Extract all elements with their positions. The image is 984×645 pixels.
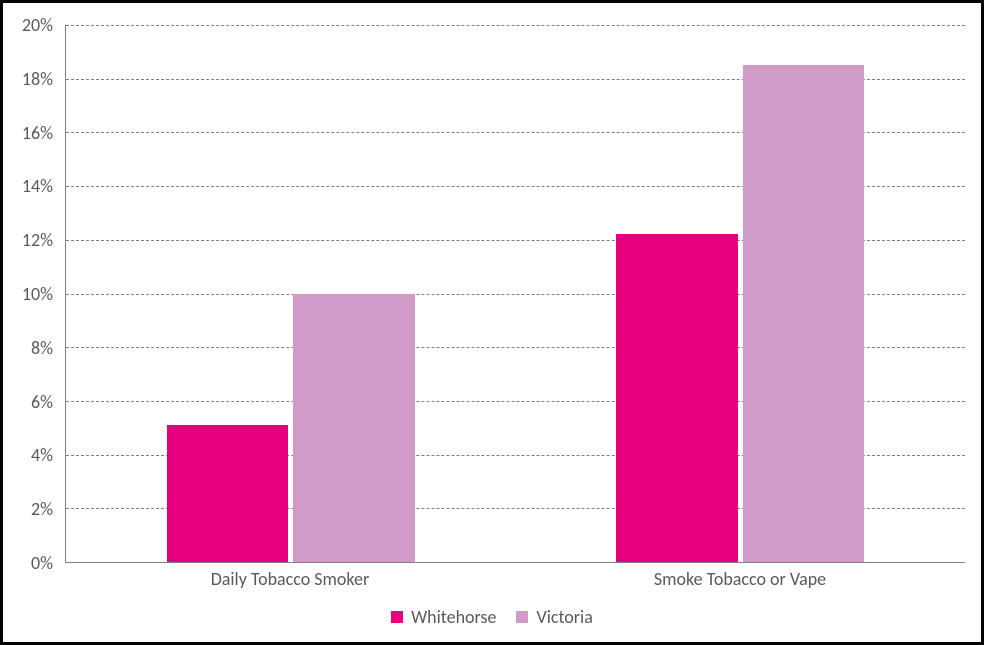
bar [616, 234, 737, 562]
legend-swatch [391, 611, 403, 623]
y-tick-label: 8% [31, 337, 53, 359]
legend: Whitehorse Victoria [3, 606, 981, 628]
bar [167, 425, 288, 562]
x-tick-label: Smoke Tobacco or Vape [654, 568, 826, 590]
y-tick-label: 12% [22, 229, 53, 251]
y-tick-label: 20% [22, 14, 53, 36]
bar [743, 65, 864, 562]
legend-swatch [516, 611, 528, 623]
chart-container: 0% 2% 4% 6% 8% 10% 12% 14% 16% 18% 20% Daily Tobac… [0, 0, 984, 645]
y-tick-label: 14% [22, 175, 53, 197]
y-axis: 0%2%4%6%8%10%12%14%16%18%20% [3, 25, 61, 563]
bar [293, 294, 414, 563]
y-tick-label: 16% [22, 122, 53, 144]
y-tick-label: 18% [22, 68, 53, 90]
y-tick-label: 0% [31, 552, 53, 574]
legend-label: Whitehorse [411, 606, 496, 628]
legend-item: Whitehorse [391, 606, 496, 628]
legend-item: Victoria [516, 606, 592, 628]
legend-label: Victoria [536, 606, 592, 628]
y-tick-label: 6% [31, 391, 53, 413]
y-tick-label: 10% [22, 283, 53, 305]
y-tick-label: 4% [31, 444, 53, 466]
plot-area [65, 25, 965, 563]
x-tick-label: Daily Tobacco Smoker [211, 568, 370, 590]
gridline [66, 25, 965, 26]
x-axis: Daily Tobacco Smoker Smoke Tobacco or Vap… [65, 568, 965, 598]
y-tick-label: 2% [31, 498, 53, 520]
